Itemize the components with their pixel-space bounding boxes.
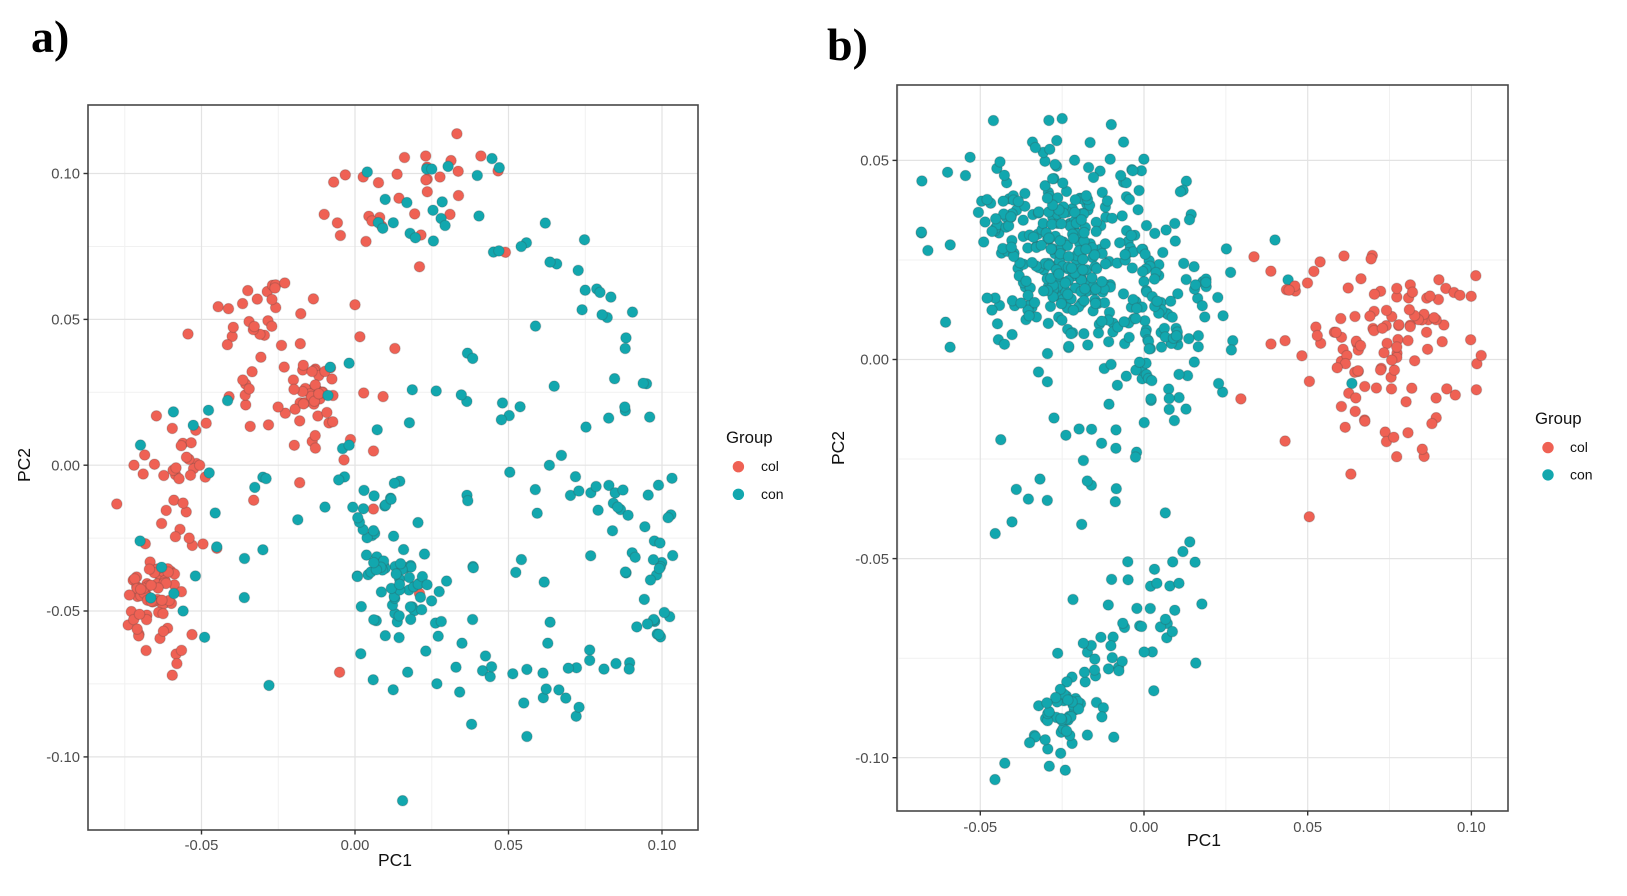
svg-text:-0.05: -0.05 (46, 604, 80, 620)
svg-text:0.10: 0.10 (51, 167, 80, 183)
svg-text:0.10: 0.10 (1457, 820, 1486, 836)
svg-text:Group: Group (1535, 409, 1582, 428)
svg-text:0.05: 0.05 (1293, 820, 1322, 836)
svg-text:0.10: 0.10 (648, 838, 677, 854)
svg-text:Group: Group (726, 428, 773, 447)
svg-text:col: col (1570, 439, 1588, 455)
svg-text:PC2: PC2 (14, 448, 34, 482)
svg-text:PC1: PC1 (1187, 830, 1221, 850)
svg-text:a): a) (31, 11, 69, 62)
svg-text:0.00: 0.00 (860, 353, 889, 369)
svg-text:0.05: 0.05 (51, 313, 80, 329)
svg-text:-0.10: -0.10 (46, 750, 80, 766)
svg-text:PC1: PC1 (378, 850, 412, 870)
svg-text:0.05: 0.05 (494, 838, 523, 854)
svg-text:0.00: 0.00 (1130, 820, 1159, 836)
svg-text:0.00: 0.00 (341, 838, 370, 854)
svg-text:-0.10: -0.10 (855, 751, 889, 767)
svg-text:con: con (761, 486, 784, 502)
svg-text:b): b) (827, 19, 868, 70)
svg-text:PC2: PC2 (828, 431, 848, 465)
svg-text:0.00: 0.00 (51, 458, 80, 474)
svg-text:0.05: 0.05 (860, 154, 889, 170)
svg-text:con: con (1570, 466, 1593, 482)
svg-text:-0.05: -0.05 (855, 552, 889, 568)
svg-text:-0.05: -0.05 (185, 838, 219, 854)
svg-text:col: col (761, 458, 779, 474)
svg-text:-0.05: -0.05 (963, 820, 997, 836)
